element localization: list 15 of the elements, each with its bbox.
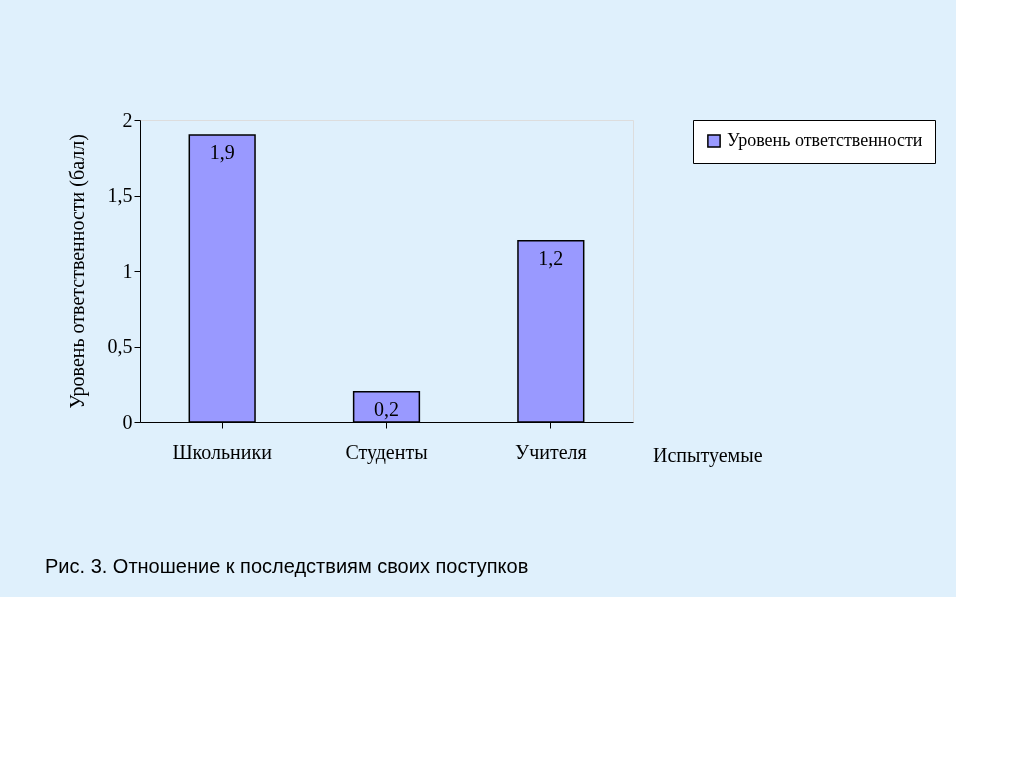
- legend-label: Уровень ответственности: [727, 130, 923, 150]
- y-tick-label: 2: [122, 108, 133, 131]
- y-tick-label: 0: [122, 410, 133, 433]
- text: Рис. 3. Отношение к последствиям своих поступков: [45, 555, 529, 577]
- y-axis-title: Уровень ответственности (балл): [65, 134, 89, 409]
- y-tick-label: 0,5: [107, 335, 133, 357]
- x-axis-title: Испытуемые: [653, 444, 763, 467]
- data-label: 1,2: [538, 246, 564, 269]
- x-tick-label: Школьники: [172, 440, 273, 463]
- x-tick-label: Учителя: [514, 440, 587, 463]
- y-tick-label: 1: [122, 259, 133, 282]
- x-tick-label: Студенты: [345, 440, 428, 464]
- y-tick-label: 1,5: [107, 184, 133, 206]
- data-label: 1,9: [209, 141, 235, 164]
- data-label: 0,2: [374, 397, 399, 420]
